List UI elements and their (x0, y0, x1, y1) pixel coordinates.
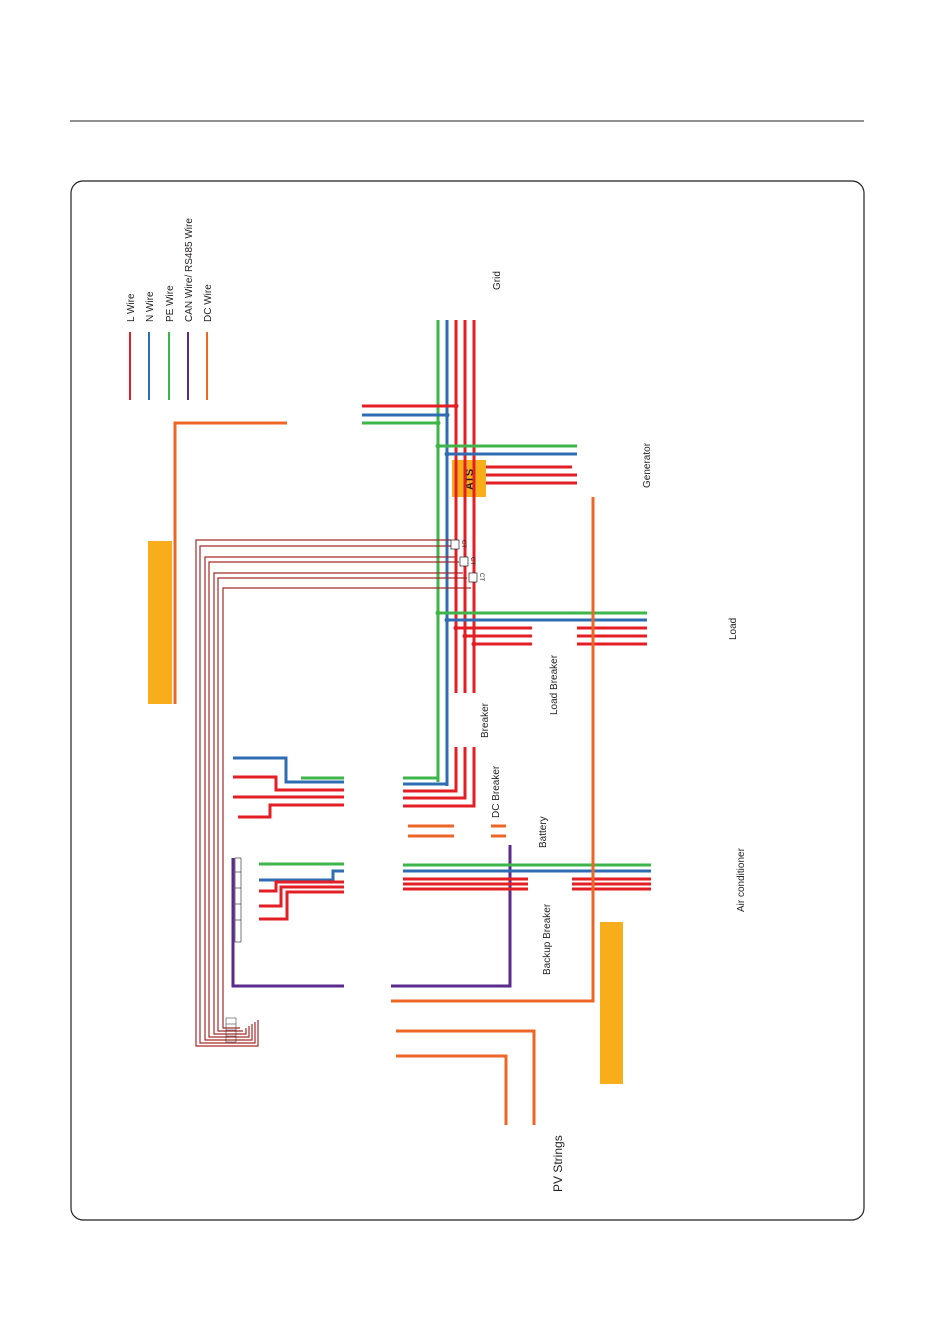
legend: L Wire N Wire PE Wire CAN Wire/ RS485 Wi… (126, 218, 214, 400)
ct-label: CT (478, 573, 484, 581)
load-breaker-label: Load Breaker (549, 654, 560, 715)
junction-dot (435, 420, 441, 426)
diagram-frame (70, 180, 865, 1221)
can-wire-inverter (231, 858, 344, 988)
breaker-n-wire (403, 747, 449, 786)
inv-backup-n-wire (259, 869, 344, 882)
grid-bus (436, 320, 476, 786)
inv-grid-n-wire (233, 756, 344, 784)
breaker-l1-wire (403, 747, 458, 793)
ct-sensor-icon (450, 539, 460, 550)
junction-dot (453, 625, 459, 631)
ct-wire (204, 556, 455, 1041)
pv-string-1-wire (396, 1029, 536, 1125)
inv-backup-l3-wire (259, 890, 344, 921)
terminal-strip-icon (234, 857, 242, 943)
pv-strings-label: PV Strings (551, 1135, 565, 1192)
junction-dot (444, 451, 450, 457)
inv-grid-l3-wire (238, 803, 344, 819)
backup-breaker-label: Backup Breaker (542, 903, 553, 975)
breaker-l2-wire (403, 747, 467, 800)
dc-wire-lower-block (391, 497, 595, 1003)
breaker-pe-wire (403, 747, 440, 780)
dc-breaker-label: DC Breaker (491, 765, 502, 818)
ct-wire (213, 572, 463, 1035)
load-label: Load (728, 618, 739, 640)
inv-backup-l2-wire (259, 885, 344, 908)
rs485-port-icon (225, 1017, 237, 1043)
ct-sensors: CT CT CT (450, 539, 484, 583)
can-wire-battery (391, 845, 512, 988)
ct-wire (195, 539, 451, 1047)
ats-block (452, 460, 486, 497)
ct-wire (208, 561, 459, 1038)
device-block-upper (148, 541, 172, 704)
junction-dot (435, 443, 441, 449)
junction-dot (444, 412, 450, 418)
pv-string-2-wire (396, 1054, 508, 1125)
ct-label: CT (460, 540, 466, 548)
legend-label-can-wire: CAN Wire/ RS485 Wire (184, 218, 195, 322)
legend-label-l-wire: L Wire (126, 293, 137, 322)
ct-wire (217, 577, 467, 1032)
ct-wire-bundle (195, 539, 471, 1047)
ct-label: CT (469, 557, 475, 565)
air-conditioner-label: Air conditioner (736, 847, 747, 912)
legend-label-dc-wire: DC Wire (203, 284, 214, 322)
device-block-lower (600, 922, 623, 1084)
ct-sensor-icon (459, 556, 469, 567)
junction-dot (471, 641, 477, 647)
inv-backup-l1-wire (259, 880, 344, 893)
junction-dot (435, 610, 441, 616)
ct-sensor-icon (468, 572, 478, 583)
junction-dot (453, 403, 459, 409)
ct-wire (222, 587, 471, 1029)
grid-label: Grid (492, 271, 503, 290)
dc-wire-upper (173, 421, 287, 704)
battery-label: Battery (538, 816, 549, 848)
ct-wire (199, 545, 451, 1044)
junction-dot (462, 633, 468, 639)
inv-grid-l1-wire (233, 775, 344, 792)
breaker-label: Breaker (480, 702, 491, 738)
legend-label-n-wire: N Wire (145, 291, 156, 322)
generator-label: Generator (642, 442, 653, 488)
junction-dot (444, 617, 450, 623)
legend-label-pe-wire: PE Wire (165, 285, 176, 322)
breaker-l3-wire (403, 747, 476, 808)
